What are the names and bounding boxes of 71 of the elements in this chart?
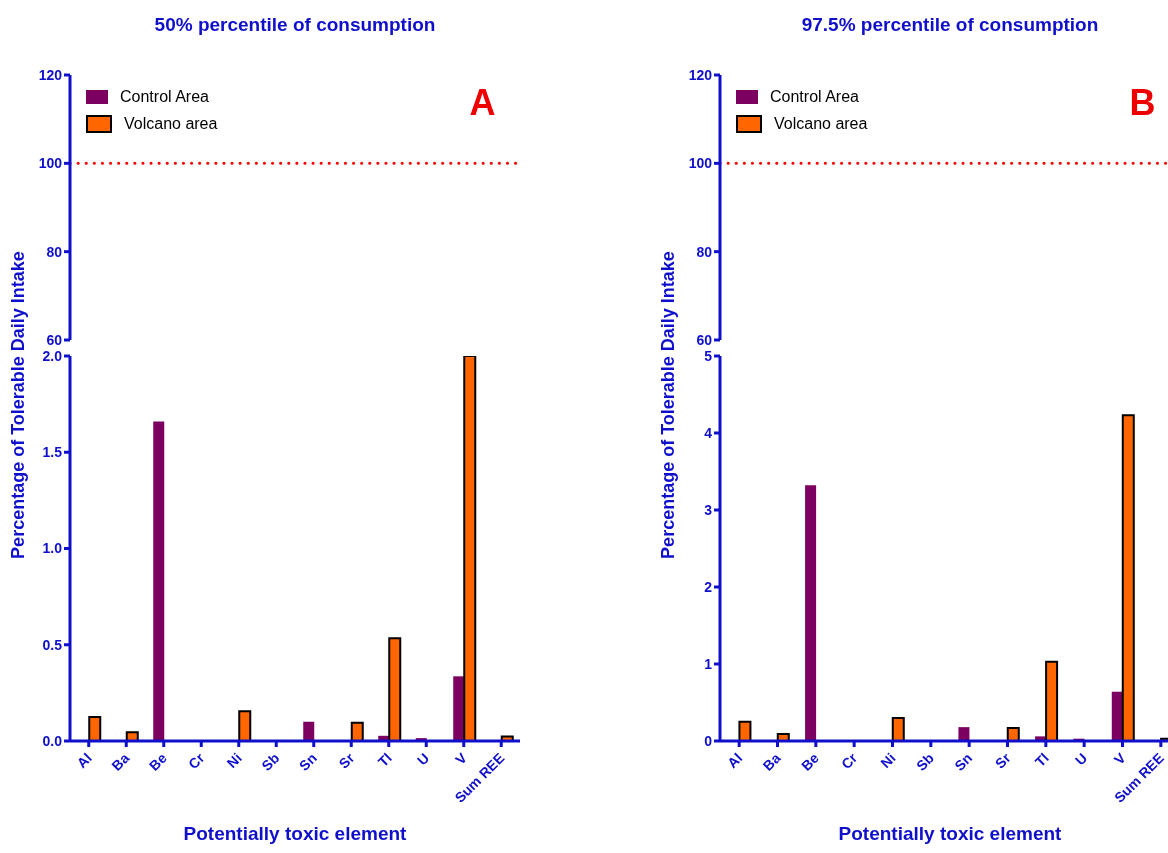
y-tick-label: 0.5 — [42, 636, 63, 653]
x-tick-label: Cr — [185, 749, 208, 773]
y-tick-label: 1.0 — [42, 540, 63, 557]
bar — [350, 721, 364, 741]
x-tick-label: Sr — [991, 749, 1014, 772]
y-tick-label: 0 — [704, 732, 713, 749]
bar — [1045, 660, 1059, 741]
bar — [453, 676, 465, 741]
x-tick-label: Tl — [374, 749, 395, 770]
legend-label: Control Area — [770, 88, 859, 106]
bar — [388, 637, 402, 741]
annotation: A — [468, 82, 497, 124]
y-tick-label: 60 — [696, 331, 713, 348]
x-tick-label: Ni — [223, 749, 245, 772]
bar — [153, 421, 165, 741]
y-tick-label: 1.5 — [42, 444, 63, 461]
y-tick-label: 80 — [46, 243, 63, 260]
y-tick-label: 4 — [704, 424, 713, 441]
bar — [1121, 414, 1135, 741]
x-tick-label: Ba — [759, 749, 784, 774]
bar — [125, 731, 139, 741]
y-tick-label: 2 — [704, 578, 713, 595]
x-tick-label: Al — [724, 749, 746, 772]
bar — [805, 485, 817, 741]
x-tick-label: Be — [797, 749, 823, 774]
x-tick-label: Sb — [912, 749, 937, 774]
x-tick-label: U — [1071, 749, 1091, 769]
x-tick-label: Tl — [1031, 749, 1052, 770]
x-tick-label: Ba — [108, 749, 133, 774]
x-tick-label: Sn — [295, 749, 320, 774]
y-tick-label: 60 — [46, 331, 63, 348]
x-axis-title: Potentially toxic element — [182, 823, 408, 845]
y-tick-label: 5 — [704, 347, 713, 364]
bar — [891, 716, 905, 741]
bar — [738, 720, 752, 741]
bar — [238, 710, 252, 741]
x-tick-label: Sr — [335, 749, 358, 772]
x-tick-label: Be — [145, 749, 171, 774]
bar — [958, 727, 970, 741]
bar — [500, 735, 514, 741]
y-tick-label: 80 — [696, 243, 713, 260]
x-tick-label: Cr — [837, 749, 861, 773]
y-axis-title: Percentage of Tolerable Daily Intake — [7, 251, 29, 559]
x-tick-label: Sn — [951, 749, 976, 774]
bar — [776, 733, 790, 741]
x-tick-label: Sb — [258, 749, 283, 774]
legend-label: Volcano area — [774, 115, 868, 133]
x-tick-label: U — [413, 749, 433, 769]
y-tick-label: 120 — [38, 66, 63, 83]
bar — [88, 715, 102, 741]
x-axis-title: Potentially toxic element — [837, 823, 1063, 845]
chart-title: 97.5% percentile of consumption — [800, 14, 1100, 36]
legend-label: Volcano area — [124, 115, 218, 133]
y-tick-label: 0.0 — [42, 732, 63, 749]
y-tick-label: 1 — [704, 655, 713, 672]
y-tick-label: 3 — [704, 501, 713, 518]
y-tick-label: 100 — [688, 155, 713, 172]
x-tick-label: V — [1110, 749, 1130, 768]
y-axis-title: Percentage of Tolerable Daily Intake — [657, 251, 679, 559]
y-tick-label: 100 — [38, 155, 63, 172]
x-tick-label: Al — [73, 749, 95, 772]
bar — [1006, 726, 1020, 741]
bar — [463, 356, 477, 741]
legend-label: Control Area — [120, 88, 209, 106]
chart-title: 50% percentile of consumption — [153, 14, 437, 36]
y-tick-label: 2.0 — [42, 347, 63, 364]
x-tick-label: V — [451, 749, 471, 768]
bar — [303, 721, 315, 741]
y-tick-label: 120 — [688, 66, 713, 83]
annotation: B — [1128, 82, 1157, 124]
x-tick-label: Ni — [877, 749, 899, 772]
